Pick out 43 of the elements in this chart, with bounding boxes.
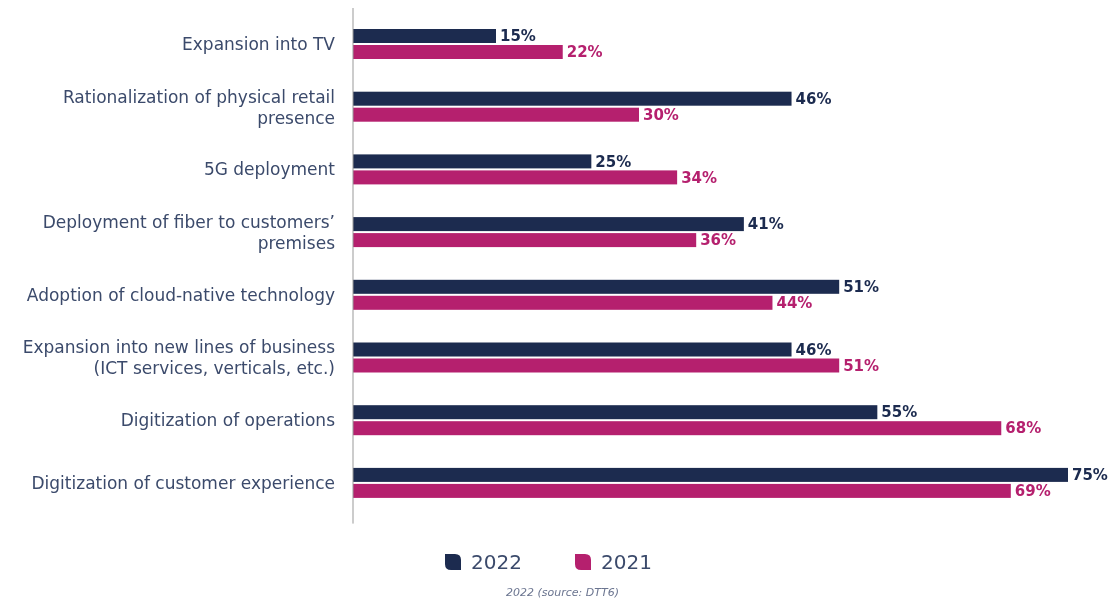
y-tick-label: Digitization of operations <box>120 410 336 431</box>
y-tick-label: Expansion into new lines of business (ICT services, verticals, etc.) <box>22 337 336 379</box>
bar <box>353 217 744 232</box>
text: 2022 (source: DTT6) <box>506 586 619 599</box>
y-tick-label: Rationalization of physical retail presence <box>62 86 335 128</box>
bar <box>353 45 563 59</box>
data-label: 30% <box>643 105 679 124</box>
bar <box>353 233 697 248</box>
data-label: 15% <box>500 27 536 46</box>
data-label: 44% <box>776 294 813 313</box>
legend-label: 2021 <box>601 550 652 574</box>
bar <box>353 91 792 106</box>
y-tick-label: Digitization of customer experience <box>31 472 335 493</box>
data-label: 41% <box>747 215 784 234</box>
y-tick-label: Adoption of cloud-native technology <box>26 284 335 305</box>
data-label: 46% <box>795 89 832 108</box>
bar <box>353 483 1011 498</box>
y-tick-label: Expansion into TV <box>182 33 336 54</box>
bar <box>353 154 592 169</box>
data-label: 36% <box>700 231 737 250</box>
data-label: 34% <box>681 168 718 187</box>
bar <box>353 467 1068 482</box>
bar <box>353 29 496 43</box>
bar <box>353 170 678 185</box>
data-label: 75% <box>1072 466 1108 485</box>
bar <box>353 405 878 420</box>
data-label: 46% <box>795 340 832 359</box>
bar <box>353 342 792 357</box>
bar <box>353 421 1002 436</box>
bar <box>353 279 840 294</box>
data-label: 51% <box>843 278 880 297</box>
bar <box>353 295 773 310</box>
data-label: 51% <box>843 356 880 375</box>
bar <box>353 107 639 122</box>
y-tick-label: 5G deployment <box>203 159 336 180</box>
legend-label: 2022 <box>471 550 522 574</box>
data-label: 22% <box>566 43 603 62</box>
data-label: 68% <box>1005 419 1042 438</box>
y-tick-label: Deployment of fiber to customers’ premises <box>42 212 336 254</box>
data-label: 55% <box>881 403 918 422</box>
data-label: 25% <box>595 152 632 171</box>
data-label: 69% <box>1014 482 1051 501</box>
bar <box>353 358 840 373</box>
